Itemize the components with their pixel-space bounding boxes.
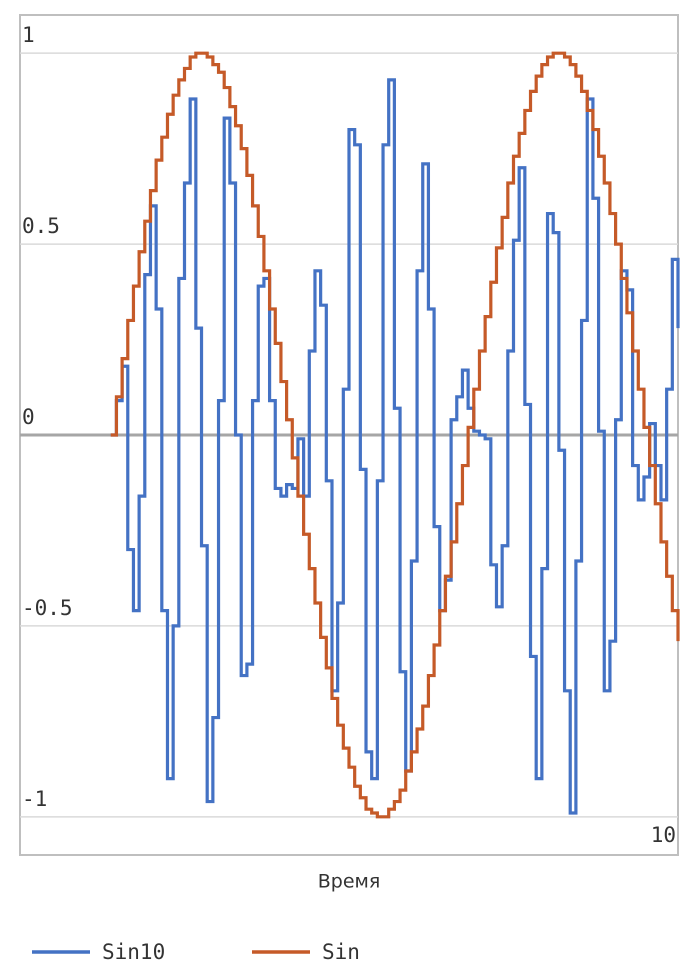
legend: Sin10 Sin	[32, 940, 360, 964]
series-lines	[110, 51, 680, 819]
y-tick-label: 0.5	[22, 214, 60, 238]
legend-label: Sin10	[102, 940, 165, 964]
y-tick-label: 1	[22, 23, 35, 47]
x-axis-title: Время	[318, 871, 381, 893]
y-tick-label: 0	[22, 405, 35, 429]
x-tick-label: 10	[651, 823, 676, 847]
tick-labels: -1 -0.5 0 0.5 1 10	[22, 23, 676, 847]
series-line	[110, 78, 680, 815]
y-tick-label: -0.5	[22, 596, 73, 620]
legend-label: Sin	[322, 940, 360, 964]
grid	[20, 52, 678, 818]
y-tick-label: -1	[22, 787, 47, 811]
series-line	[110, 51, 680, 819]
